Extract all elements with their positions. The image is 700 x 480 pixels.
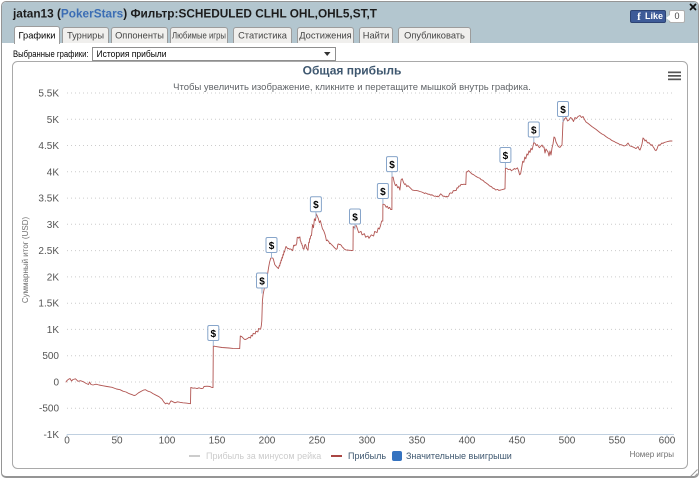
svg-text:История прибыли: История прибыли (97, 49, 167, 59)
svg-text:Прибыль за минусом рейка: Прибыль за минусом рейка (206, 451, 321, 461)
svg-text:Достижения: Достижения (299, 31, 351, 41)
svg-text:2.5K: 2.5K (38, 246, 59, 257)
svg-text:100: 100 (159, 436, 176, 447)
svg-text:4K: 4K (47, 167, 60, 178)
svg-text:5.5K: 5.5K (38, 89, 59, 100)
svg-text:Значительные выигрыши: Значительные выигрыши (406, 451, 512, 461)
svg-text:550: 550 (609, 436, 626, 447)
svg-text:Опубликовать: Опубликовать (404, 31, 465, 41)
svg-text:$: $ (352, 212, 358, 223)
svg-text:f: f (637, 11, 641, 23)
svg-text:3.5K: 3.5K (38, 194, 59, 205)
svg-text:1.5K: 1.5K (38, 299, 59, 310)
svg-text:Чтобы увеличить изображение, к: Чтобы увеличить изображение, кликните и … (173, 82, 531, 93)
svg-text:150: 150 (209, 436, 226, 447)
svg-text:-1K: -1K (43, 430, 59, 441)
svg-text:600: 600 (659, 436, 676, 447)
svg-text:$: $ (380, 187, 386, 198)
svg-text:5K: 5K (47, 115, 60, 126)
svg-text:0: 0 (674, 11, 679, 21)
svg-text:Графики: Графики (19, 31, 56, 41)
svg-text:-500: -500 (39, 404, 59, 415)
svg-text:Найти: Найти (363, 31, 390, 41)
svg-text:Like: Like (645, 11, 663, 21)
svg-text:300: 300 (359, 436, 376, 447)
svg-text:jatan13 (PokerStars) Фильтр:SC: jatan13 (PokerStars) Фильтр:SCHEDULED CL… (12, 7, 378, 21)
svg-text:$: $ (389, 160, 395, 171)
svg-text:$: $ (313, 200, 319, 211)
svg-text:$: $ (503, 151, 509, 162)
svg-text:500: 500 (42, 351, 59, 362)
svg-text:450: 450 (509, 436, 526, 447)
svg-text:400: 400 (459, 436, 476, 447)
svg-text:200: 200 (259, 436, 276, 447)
svg-text:Статистика: Статистика (238, 31, 288, 41)
svg-text:3K: 3K (47, 220, 60, 231)
svg-text:Любимые игры: Любимые игры (172, 31, 226, 41)
svg-text:$: $ (560, 105, 566, 116)
svg-text:250: 250 (309, 436, 326, 447)
svg-text:Суммарный итог (USD): Суммарный итог (USD) (21, 217, 30, 304)
svg-text:Выбранные графики:: Выбранные графики: (13, 49, 89, 59)
svg-text:Прибыль: Прибыль (348, 451, 386, 461)
svg-text:Номер игры: Номер игры (630, 450, 675, 459)
svg-text:Турниры: Турниры (67, 31, 104, 41)
svg-text:1K: 1K (47, 325, 60, 336)
svg-text:50: 50 (111, 436, 123, 447)
svg-text:Общая прибыль: Общая прибыль (303, 64, 402, 78)
svg-text:$: $ (259, 276, 265, 287)
svg-text:0: 0 (64, 436, 70, 447)
svg-text:2K: 2K (47, 272, 60, 283)
svg-text:$: $ (269, 241, 275, 252)
svg-text:350: 350 (409, 436, 426, 447)
svg-text:$: $ (211, 329, 217, 340)
svg-text:$: $ (531, 125, 537, 136)
svg-text:0: 0 (53, 378, 59, 389)
svg-text:500: 500 (559, 436, 576, 447)
svg-text:4.5K: 4.5K (38, 141, 59, 152)
svg-text:Оппоненты: Оппоненты (115, 31, 164, 41)
